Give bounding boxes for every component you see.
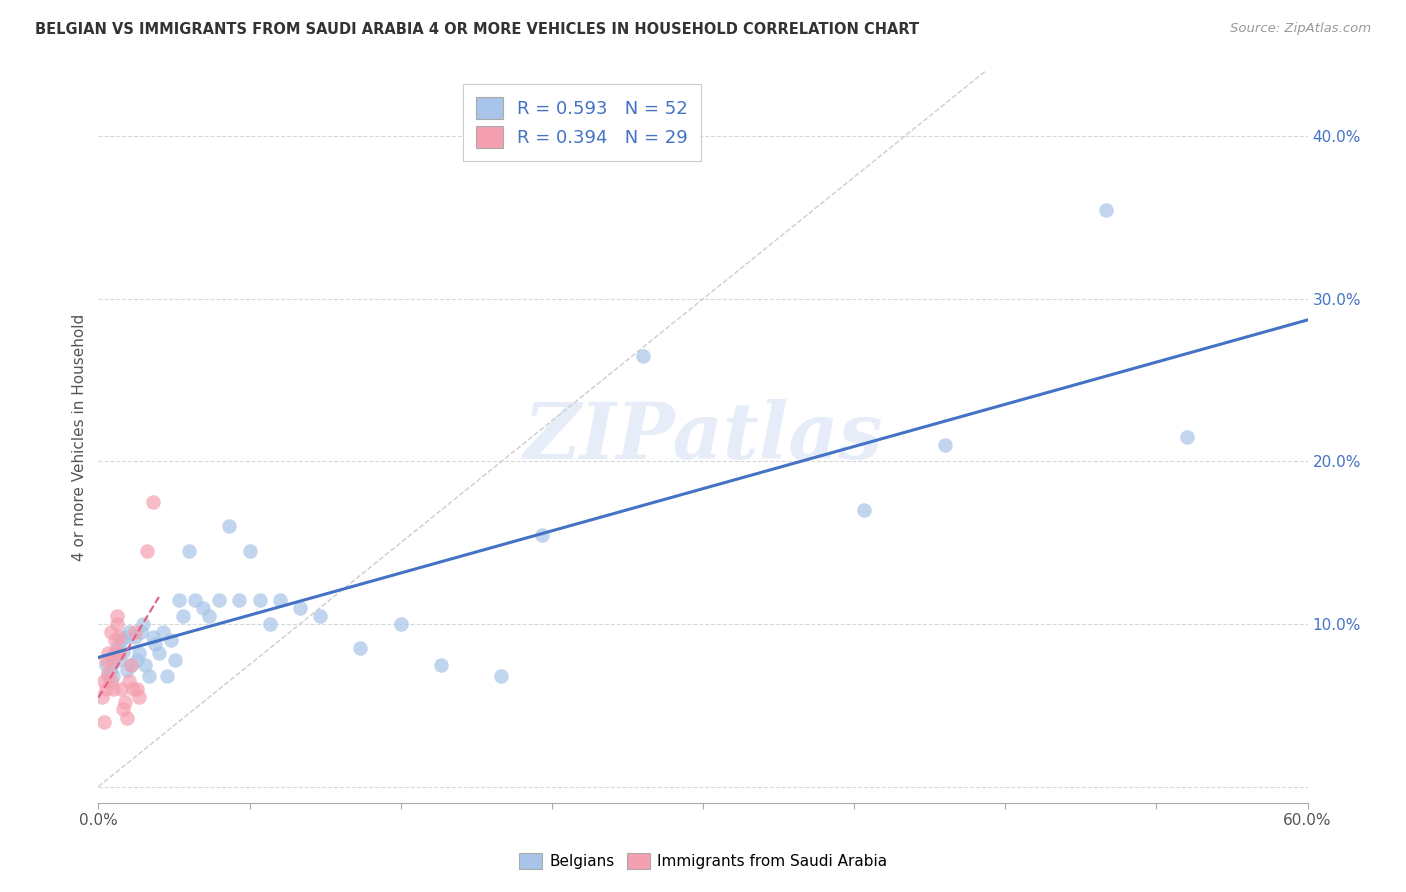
Point — [120, 657, 142, 672]
Point — [105, 617, 128, 632]
Point — [160, 633, 183, 648]
Point — [430, 657, 453, 672]
Point — [107, 653, 129, 667]
Point — [115, 663, 138, 677]
Point — [152, 625, 174, 640]
Point — [114, 695, 136, 709]
Point — [107, 630, 129, 644]
Point — [184, 592, 207, 607]
Point — [125, 653, 148, 667]
Point — [249, 592, 271, 607]
Point — [101, 669, 124, 683]
Point — [125, 681, 148, 696]
Point — [172, 608, 194, 623]
Point — [530, 527, 553, 541]
Y-axis label: 4 or more Vehicles in Household: 4 or more Vehicles in Household — [72, 313, 87, 561]
Point — [111, 701, 134, 715]
Point — [491, 669, 513, 683]
Point — [118, 625, 141, 640]
Point — [100, 625, 122, 640]
Point — [142, 495, 165, 509]
Point — [163, 653, 186, 667]
Point — [97, 646, 120, 660]
Point — [198, 608, 221, 623]
Point — [1175, 430, 1198, 444]
Point — [93, 673, 115, 688]
Point — [208, 592, 231, 607]
Point — [121, 681, 143, 696]
Point — [105, 641, 128, 656]
Point — [96, 653, 118, 667]
Point — [179, 544, 201, 558]
Point — [631, 349, 654, 363]
Point — [148, 646, 170, 660]
Point — [389, 617, 412, 632]
Point — [124, 630, 146, 644]
Point — [142, 630, 165, 644]
Point — [156, 669, 179, 683]
Point — [107, 646, 129, 660]
Point — [110, 681, 132, 696]
Point — [259, 617, 281, 632]
Text: Source: ZipAtlas.com: Source: ZipAtlas.com — [1230, 22, 1371, 36]
Point — [134, 657, 156, 672]
Point — [100, 673, 122, 688]
Point — [132, 617, 155, 632]
Point — [228, 592, 250, 607]
Point — [96, 657, 118, 672]
Point — [103, 646, 125, 660]
Point — [138, 669, 160, 683]
Point — [96, 681, 118, 696]
Point — [97, 669, 120, 683]
Point — [218, 519, 240, 533]
Point — [120, 657, 142, 672]
Legend: R = 0.593   N = 52, R = 0.394   N = 29: R = 0.593 N = 52, R = 0.394 N = 29 — [464, 84, 700, 161]
Point — [128, 690, 150, 705]
Point — [114, 630, 136, 644]
Point — [118, 673, 141, 688]
Text: ZIPatlas: ZIPatlas — [523, 399, 883, 475]
Point — [111, 645, 134, 659]
Point — [103, 633, 125, 648]
Point — [100, 663, 122, 677]
Point — [349, 641, 371, 656]
Point — [853, 503, 876, 517]
Point — [269, 592, 291, 607]
Point — [91, 690, 114, 705]
Point — [101, 653, 124, 667]
Point — [288, 600, 311, 615]
Legend: Belgians, Immigrants from Saudi Arabia: Belgians, Immigrants from Saudi Arabia — [513, 847, 893, 875]
Point — [103, 649, 125, 664]
Point — [135, 544, 157, 558]
Point — [93, 714, 115, 729]
Point — [115, 711, 138, 725]
Point — [124, 625, 146, 640]
Point — [97, 665, 120, 680]
Point — [128, 646, 150, 660]
Point — [105, 608, 128, 623]
Point — [143, 636, 166, 650]
Point — [309, 608, 332, 623]
Point — [193, 600, 215, 615]
Point — [129, 625, 152, 640]
Point — [934, 438, 956, 452]
Point — [101, 681, 124, 696]
Point — [239, 544, 262, 558]
Point — [1095, 202, 1118, 217]
Point — [167, 592, 190, 607]
Text: BELGIAN VS IMMIGRANTS FROM SAUDI ARABIA 4 OR MORE VEHICLES IN HOUSEHOLD CORRELAT: BELGIAN VS IMMIGRANTS FROM SAUDI ARABIA … — [35, 22, 920, 37]
Point — [110, 633, 132, 648]
